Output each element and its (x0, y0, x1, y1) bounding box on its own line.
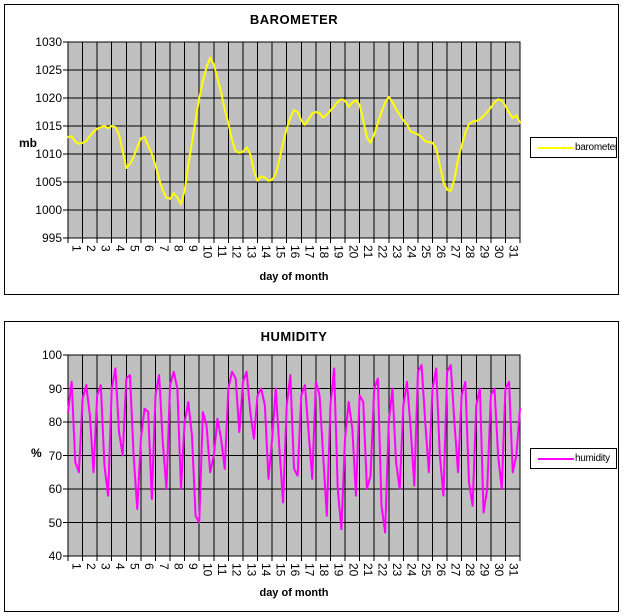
legend-label: barometer (575, 142, 617, 153)
legend: barometer (530, 137, 617, 158)
x-axis-tick-label: 21 (360, 245, 375, 259)
x-axis-tick-label: 31 (506, 563, 521, 577)
x-axis-tick-label: 21 (360, 563, 375, 577)
y-axis-tick-label: 1005 (35, 175, 62, 189)
x-axis-tick-label: 14 (258, 563, 273, 577)
x-axis-tick-label: 14 (258, 245, 273, 259)
x-axis-tick-label: 3 (98, 245, 113, 252)
x-axis-tick-label: 5 (127, 563, 142, 570)
y-axis-tick-label: 995 (41, 231, 62, 245)
y-axis-tick-label: 1025 (35, 63, 62, 77)
x-axis-tick-label: 28 (462, 245, 477, 259)
x-axis-tick-label: 22 (375, 563, 390, 577)
x-axis-tick-label: 13 (244, 563, 259, 577)
x-axis-tick-label: 13 (244, 245, 259, 259)
x-axis-tick-label: 25 (419, 563, 434, 577)
plot-area-svg (63, 41, 521, 243)
humidity-series-line (67, 364, 521, 534)
x-axis-tick-label: 28 (462, 563, 477, 577)
x-axis-tick-label: 4 (113, 563, 128, 570)
x-axis-tick-label: 23 (390, 245, 405, 259)
x-axis-title: day of month (259, 587, 329, 599)
y-axis-tick-label: 100 (41, 348, 62, 362)
x-axis-tick-label: 8 (171, 245, 186, 252)
barometer-chart: BAROMETER mb 1030 1025 1020 1015 1010 1005 100… (4, 4, 619, 295)
x-axis-tick-label: 5 (127, 245, 142, 252)
y-axis-title: % (31, 446, 42, 460)
x-axis-tick-label: 2 (83, 563, 98, 570)
y-axis-tick-label: 1015 (35, 119, 62, 133)
y-axis-tick-label: 1020 (35, 91, 62, 105)
barometer-series-line (67, 56, 521, 206)
x-axis-tick-label: 29 (477, 563, 492, 577)
x-axis-tick-label: 27 (448, 245, 463, 259)
y-axis-tick-label: 1000 (35, 203, 62, 217)
x-axis-tick-label: 24 (404, 563, 419, 577)
x-axis-tick-label: 29 (477, 245, 492, 259)
x-axis-tick-label: 18 (317, 245, 332, 259)
x-axis-tick-label: 7 (156, 563, 171, 570)
x-axis-tick-label: 30 (492, 245, 507, 259)
x-axis-tick-label: 6 (142, 245, 157, 252)
y-axis-tick-label: 1030 (35, 35, 62, 49)
x-axis-title: day of month (259, 271, 329, 283)
x-axis-tick-label: 6 (142, 563, 157, 570)
x-axis-tick-label: 16 (288, 563, 302, 577)
x-axis-tick-label: 15 (273, 563, 288, 577)
legend: humidity (530, 448, 617, 469)
humidity-chart: HUMIDITY % 100 90 80 70 60 50 40 1 2 3 4 5 6 7 8 9 10 11… (4, 321, 619, 612)
x-axis-tick-label: 7 (156, 245, 171, 252)
x-axis-tick-label: 11 (215, 563, 230, 576)
y-axis-tick-label: 60 (48, 482, 62, 496)
y-axis-tick-label: 50 (48, 515, 62, 530)
x-axis-tick-label: 11 (215, 245, 230, 258)
x-axis-tick-label: 26 (433, 245, 448, 259)
y-axis-title: mb (19, 136, 37, 150)
x-axis-tick-label: 8 (171, 563, 186, 570)
chart-title: HUMIDITY (260, 329, 328, 344)
x-axis-tick-label: 20 (346, 563, 361, 577)
x-axis-tick-label: 27 (448, 563, 463, 577)
legend-line-sample (538, 147, 574, 149)
x-axis-tick-label: 10 (200, 245, 215, 259)
x-axis-tick-label: 10 (200, 563, 215, 577)
x-axis-tick-label: 19 (331, 563, 346, 577)
x-axis-tick-label: 18 (317, 563, 332, 577)
x-axis-tick-label: 30 (492, 563, 507, 577)
x-axis-tick-label: 24 (404, 245, 419, 259)
y-axis-tick-label: 1010 (35, 147, 62, 161)
chart-title: BAROMETER (249, 12, 339, 27)
x-axis-tick-label: 17 (302, 245, 317, 259)
x-axis-tick-label: 17 (302, 563, 317, 577)
x-axis-tick-label: 4 (113, 245, 128, 252)
x-axis-tick-label: 15 (273, 245, 288, 259)
x-axis-tick-label: 1 (69, 245, 84, 252)
y-axis-tick-label: 70 (48, 448, 62, 463)
x-axis-tick-label: 3 (98, 563, 113, 570)
x-axis-tick-label: 20 (346, 245, 361, 259)
legend-line-sample (538, 458, 574, 460)
x-axis-tick-label: 12 (229, 245, 244, 259)
x-axis-tick-label: 2 (83, 245, 98, 252)
y-axis-tick-label: 80 (48, 415, 62, 429)
x-axis-tick-label: 1 (69, 563, 84, 570)
x-axis-tick-label: 9 (185, 245, 200, 252)
y-axis-tick-label: 40 (48, 549, 62, 563)
x-axis-tick-label: 9 (185, 563, 200, 570)
x-axis-tick-label: 12 (229, 563, 244, 577)
x-axis-tick-label: 25 (419, 245, 434, 259)
plot-background (67, 41, 521, 239)
x-axis-tick-label: 16 (288, 245, 302, 259)
x-axis-tick-label: 31 (506, 245, 521, 259)
legend-label: humidity (575, 453, 610, 464)
x-axis-tick-label: 22 (375, 245, 390, 259)
x-axis-tick-label: 19 (331, 245, 346, 259)
x-axis-tick-label: 23 (390, 563, 405, 577)
plot-area-svg (63, 354, 521, 561)
y-axis-tick-label: 90 (48, 381, 62, 396)
x-axis-tick-label: 26 (433, 563, 448, 577)
